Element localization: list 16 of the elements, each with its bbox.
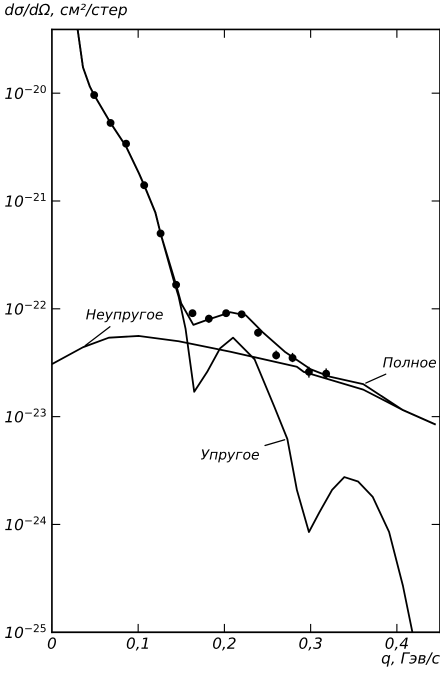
y-tick-label: 10$^{−25}$ xyxy=(5,624,46,638)
text: Упругое xyxy=(200,449,259,462)
series-label: Неупругое xyxy=(86,309,163,322)
y-tick-label: 10$^{−24}$ xyxy=(5,516,46,530)
x-tick-label: 0,1 xyxy=(126,637,148,650)
y-axis-title: dσ/dΩ, см²/стер xyxy=(5,3,127,18)
y-tick-label: 10$^{−22}$ xyxy=(5,300,46,315)
x-axis-title: q, Гэв/с xyxy=(382,652,440,667)
series-label: Полное xyxy=(383,357,436,368)
x-tick-label: 0 xyxy=(48,637,56,649)
x-tick-label: 0,2 xyxy=(213,637,236,650)
y-tick-label: 10$^{−20}$ xyxy=(5,85,46,100)
x-tick-label: 0,4 xyxy=(385,637,408,650)
y-tick-label: 10$^{−21}$ xyxy=(5,192,46,207)
y-tick-label: 10$^{−23}$ xyxy=(5,408,46,423)
x-tick-label: 0,3 xyxy=(299,637,322,650)
